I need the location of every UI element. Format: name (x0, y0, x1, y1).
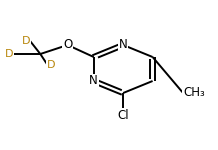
Text: N: N (119, 39, 128, 51)
Text: D: D (22, 36, 30, 46)
Text: D: D (47, 60, 55, 70)
Text: D: D (5, 49, 13, 59)
Text: N: N (89, 75, 98, 87)
Text: O: O (63, 39, 72, 51)
Text: Cl: Cl (117, 109, 129, 122)
Text: CH₃: CH₃ (183, 87, 205, 99)
